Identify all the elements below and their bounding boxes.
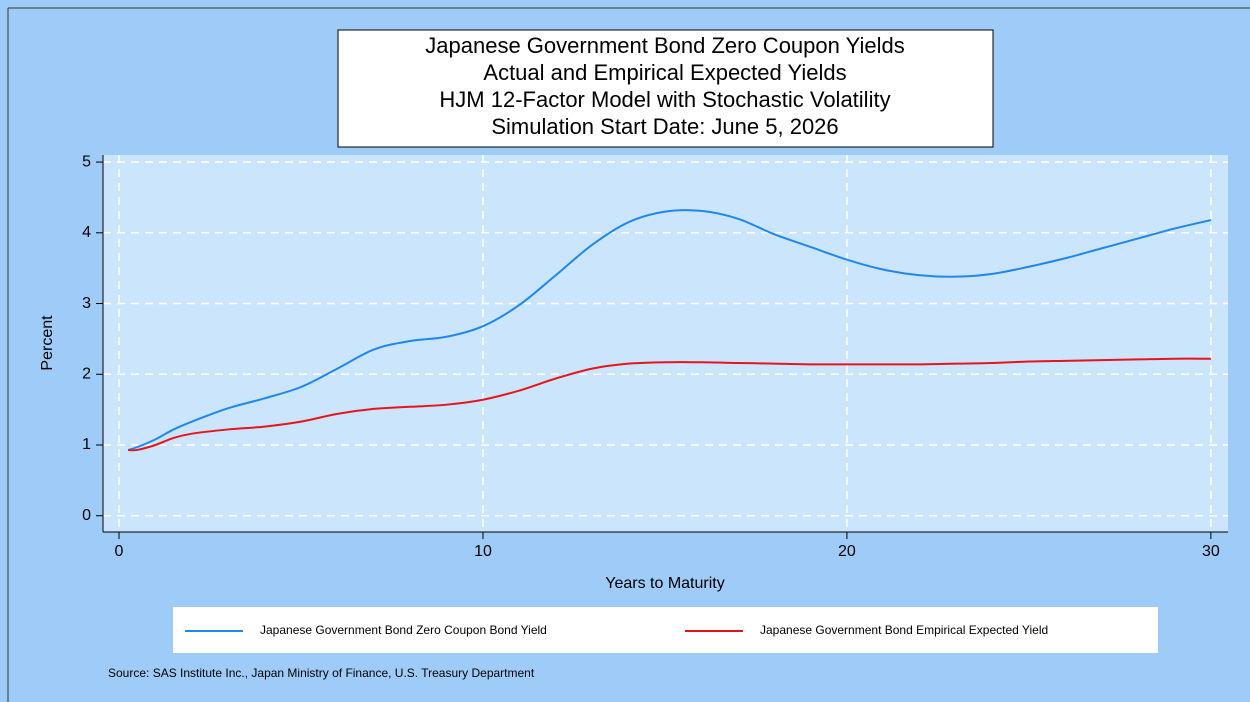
y-tick-label: 4	[82, 224, 91, 241]
series-line	[127, 209, 1212, 451]
y-tick-label: 1	[82, 436, 91, 453]
y-tick-label: 5	[82, 153, 91, 170]
series-line	[128, 357, 1211, 452]
x-tick-label: 20	[838, 543, 856, 560]
ticks: 0 1 2 3 4 5 0 10 20 30	[82, 153, 1220, 560]
y-tick-label: 0	[82, 507, 91, 524]
y-axis-label: Percent	[39, 315, 56, 371]
title-line: HJM 12-Factor Model with Stochastic Vola…	[439, 87, 890, 112]
x-tick-label: 10	[474, 543, 492, 560]
legend-label: Japanese Government Bond Empirical Expec…	[760, 623, 1048, 637]
x-tick-label: 0	[115, 543, 124, 560]
grid	[103, 155, 1228, 532]
title-line: Simulation Start Date: June 5, 2026	[491, 114, 838, 139]
title-line: Japanese Government Bond Zero Coupon Yie…	[425, 33, 904, 58]
legend-label: Japanese Government Bond Zero Coupon Bon…	[260, 623, 547, 637]
plot-area	[103, 155, 1228, 532]
title: Japanese Government Bond Zero Coupon Yie…	[425, 33, 904, 139]
title-box	[337, 29, 994, 148]
title-line: Actual and Empirical Expected Yields	[483, 60, 846, 85]
y-tick-label: 2	[82, 365, 91, 382]
lines	[127, 209, 1212, 452]
legend-box	[173, 607, 1158, 653]
legend: Japanese Government Bond Zero Coupon Bon…	[185, 623, 1048, 637]
source-note: Source: SAS Institute Inc., Japan Minist…	[108, 666, 535, 680]
y-tick-label: 3	[82, 295, 91, 312]
x-tick-label: 30	[1202, 543, 1220, 560]
x-axis-label: Years to Maturity	[605, 575, 724, 592]
